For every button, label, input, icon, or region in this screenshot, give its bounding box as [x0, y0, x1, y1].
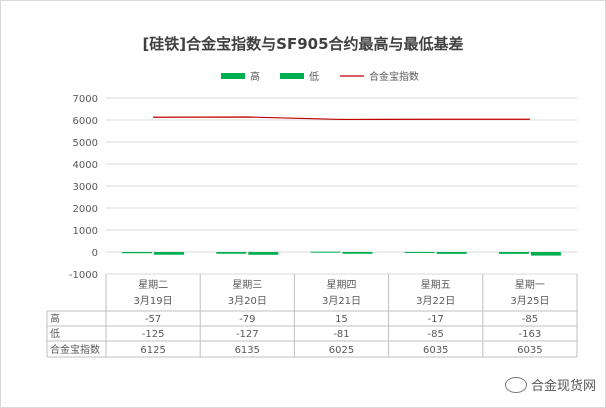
x-date-label: 3月22日	[416, 295, 455, 307]
table-cell: -17	[428, 314, 444, 325]
x-date-label: 3月19日	[134, 295, 173, 307]
y-tick-label: 6000	[73, 116, 98, 127]
table-row-header: 低	[50, 327, 60, 340]
y-tick-label: 2000	[73, 204, 98, 215]
watermark: 合金现货网	[504, 375, 596, 394]
y-tick-label: -1000	[69, 270, 98, 281]
legend-swatch-low	[280, 73, 304, 79]
legend-swatch-high	[221, 73, 245, 79]
bar-high	[310, 251, 341, 253]
table-cell: 6025	[329, 345, 354, 356]
table-cell: -79	[239, 314, 255, 325]
table-cell: -125	[142, 329, 165, 340]
bar-low	[154, 252, 185, 255]
table-cell: -127	[236, 329, 259, 340]
table-cell: -163	[519, 329, 542, 340]
table-cell: -81	[333, 329, 349, 340]
table-cell: 6035	[423, 345, 448, 356]
y-tick-label: 1000	[73, 226, 98, 237]
table-cell: -57	[145, 314, 161, 325]
x-date-label: 3月25日	[510, 295, 549, 307]
x-date-label: 3月21日	[322, 295, 361, 307]
bar-high	[216, 252, 247, 254]
bar-low	[436, 252, 467, 254]
table-cell: 15	[335, 314, 348, 325]
bar-low	[342, 252, 373, 254]
table-cell: 6125	[140, 345, 165, 356]
watermark-text: 合金现货网	[530, 379, 596, 394]
bar-high	[122, 252, 153, 254]
table-row-header: 合金宝指数	[50, 343, 100, 356]
x-category-label: 星期二	[138, 279, 168, 291]
index-line	[153, 116, 530, 121]
x-category-label: 星期五	[421, 279, 451, 291]
y-tick-label: 7000	[73, 94, 98, 105]
table-cell: 6035	[517, 345, 542, 356]
legend-label: 高	[250, 70, 260, 83]
bar-low	[530, 252, 561, 256]
table-row-header: 高	[50, 312, 60, 325]
y-tick-label: 4000	[73, 160, 98, 171]
x-category-label: 星期四	[327, 279, 357, 291]
y-tick-label: 5000	[73, 138, 98, 149]
table-cell: -85	[522, 314, 538, 325]
bar-low	[248, 252, 279, 255]
x-date-label: 3月20日	[228, 295, 267, 307]
y-tick-label: 0	[92, 248, 98, 259]
chart-title: [硅铁]合金宝指数与SF905合约最高与最低基差	[142, 35, 464, 53]
legend-label: 低	[309, 70, 319, 83]
x-category-label: 星期一	[515, 279, 545, 291]
wechat-icon	[504, 376, 527, 393]
bar-high	[498, 252, 529, 254]
table-cell: 6135	[235, 345, 260, 356]
x-category-label: 星期三	[232, 279, 262, 291]
bar-high	[404, 252, 435, 253]
legend-label: 合金宝指数	[369, 70, 419, 83]
y-tick-label: 3000	[73, 182, 98, 193]
table-cell: -85	[428, 329, 444, 340]
